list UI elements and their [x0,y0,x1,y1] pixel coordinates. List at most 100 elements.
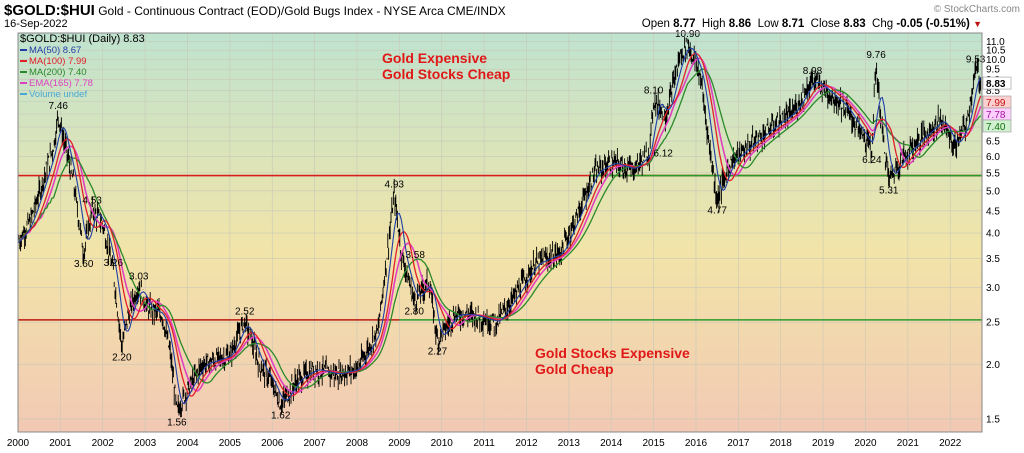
high-value: 8.86 [728,18,752,30]
y-tick-label: 2.5 [986,318,1000,329]
close-label: Close [810,18,841,30]
y-tick-label: 6.5 [986,137,1000,148]
peak-label: 8.98 [803,66,823,77]
legend-entry: MA(100) 7.99 [29,56,87,67]
annotation-lower: Gold Stocks Expensive [535,345,690,361]
peak-label: 8.10 [644,85,664,96]
y-tick-label: 4.0 [986,229,1000,240]
right-badges: 8.83 7.997.787.40 [982,76,1012,133]
peak-label: 3.60 [74,259,94,270]
legend-main: $GOLD:$HUI (Daily) 8.83 [20,33,145,45]
chg-label: Chg [872,18,894,30]
y-tick-label: 10.0 [986,55,1006,66]
y-tick-label: 4.5 [986,206,1000,217]
x-tick-label: 2003 [134,438,157,449]
x-tick-label: 2011 [473,438,495,449]
peak-label: 6.12 [653,149,673,160]
peak-label: 3.58 [405,250,425,261]
credit[interactable]: © StockCharts.com [933,4,1020,15]
y-axis: 1.52.02.53.03.54.04.55.05.56.06.57.07.58… [986,37,1006,426]
value-badge [982,76,1012,90]
peak-label: 1.56 [167,417,187,428]
peak-label: 10.90 [675,29,700,40]
y-tick-label: 9.5 [986,65,1000,76]
x-tick-label: 2007 [303,438,326,449]
x-tick-label: 2022 [939,438,962,449]
y-tick-label: 5.5 [986,168,1000,179]
grid [17,33,982,432]
peak-label: 2.52 [235,307,255,318]
peak-label: 3.26 [104,258,124,269]
y-tick-label: 6.0 [986,152,1000,163]
low-value: 8.71 [781,18,805,30]
x-tick-label: 2017 [727,438,750,449]
ma-200-line [17,68,982,389]
x-tick-label: 2019 [812,438,835,449]
ma-50-line [17,47,982,405]
symbol: $GOLD:$HUI [4,2,95,19]
low-label: Low [757,18,779,30]
x-axis: 2000 2001 2002 2003 2004 2005 2006 2007 2008 2009… [7,438,962,449]
legend-entry: MA(50) 8.67 [29,45,81,56]
value-badge-text: 8.83 [986,79,1006,90]
x-tick-label: 2020 [854,438,877,449]
y-tick-label: 5.0 [986,186,1000,197]
y-tick-label: 3.0 [986,283,1000,294]
peak-label: 6.24 [862,155,882,166]
plot-background [18,33,982,432]
peak-label: 5.31 [879,185,899,196]
peak-label: 9.76 [866,50,886,61]
x-tick-label: 2016 [685,438,708,449]
close-value: 8.83 [843,18,866,30]
x-tick-label: 2014 [600,438,623,449]
value-badge-text: 7.40 [986,122,1006,133]
x-tick-label: 2010 [431,438,454,449]
peak-label: 7.46 [49,101,69,112]
moving-averages [17,47,982,405]
x-tick-label: 2006 [261,438,284,449]
value-badge [982,119,1012,133]
value-badge-text: 7.78 [986,110,1006,121]
value-badge-text: 7.99 [986,98,1006,109]
peak-labels: 7.46 3.60 4.53 3.26 2.20 3.03 1.56 2.52 1.62 4.93… [49,29,986,428]
x-tick-label: 2008 [346,438,369,449]
chart-symbol-line: $GOLD:$HUI Gold - Continuous Contract (E… [4,2,506,19]
x-tick-label: 2004 [176,438,199,449]
peak-label: 1.62 [271,410,291,421]
open-label: Open [641,18,670,30]
ohlc-readout: Open 8.77 High 8.86 Low 8.71 Close 8.83 … [642,18,982,30]
ma-100-line [17,52,982,397]
exchange: CME/INDX [447,4,506,18]
peak-label: 4.53 [82,196,102,207]
high-label: High [701,18,726,30]
y-tick-label: 2.0 [986,360,1000,371]
open-value: 8.77 [673,18,696,30]
peak-label: 4.93 [385,179,405,190]
y-tick-label: 1.5 [986,414,1000,425]
y-tick-label: 3.5 [986,254,1000,265]
x-tick-label: 2005 [219,438,242,449]
y-tick-label: 10.5 [986,46,1006,57]
x-tick-label: 2015 [642,438,665,449]
x-tick-label: 2000 [7,438,30,449]
peak-label: 9.53 [966,55,986,66]
peak-label: 2.20 [112,352,132,363]
chg-value: -0.05 (-0.51%) [896,18,970,30]
peak-label: 4.77 [707,206,727,217]
x-tick-label: 2002 [92,438,115,449]
annotation-lower: Gold Cheap [535,361,614,377]
y-tick-label: 11.0 [986,37,1005,48]
annotation-upper: Gold Expensive [382,50,487,66]
legend-entry: EMA(165) 7.78 [29,78,93,89]
plot-frame [17,32,983,433]
chart-date: 16-Sep-2022 [4,18,68,30]
legend-entry: Volume undef [29,89,87,100]
annotation-upper: Gold Stocks Cheap [382,66,510,82]
symbol-description: Gold - Continuous Contract (EOD)/Gold Bu… [98,4,444,18]
peak-label: 2.27 [428,346,448,357]
x-tick-label: 2021 [897,438,920,449]
down-arrow-icon: ▼ [973,19,982,29]
peak-label: 2.80 [404,307,424,318]
